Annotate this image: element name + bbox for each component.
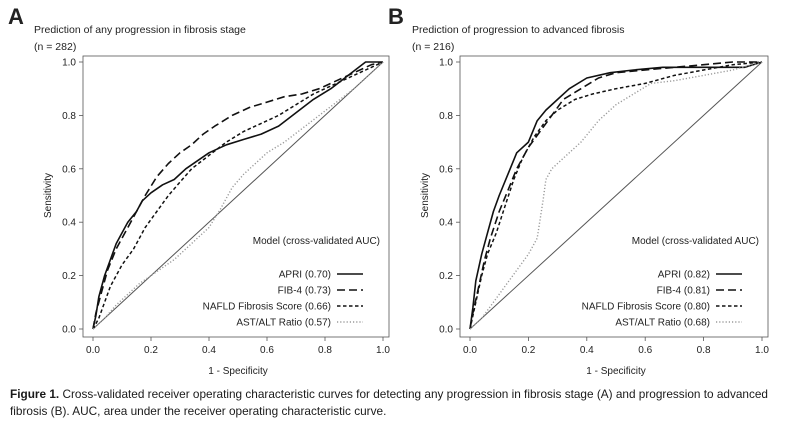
x-tick-label: 0.6 <box>638 345 652 356</box>
roc-curve-3 <box>469 61 763 330</box>
panel-a: A Prediction of any progression in fibros… <box>8 4 390 377</box>
legend-label: NAFLD Fibrosis Score (0.66) <box>203 302 331 313</box>
panel-letter: B <box>388 4 404 29</box>
panel-b: B Prediction of progression to advanced f… <box>388 4 769 377</box>
y-axis-label: Sensitivity <box>43 173 54 218</box>
legend-title: Model (cross-validated AUC) <box>632 236 759 247</box>
x-tick-label: 0.0 <box>463 345 477 356</box>
y-tick-label: 0.4 <box>439 218 453 229</box>
panel-n-count: (n = 216) <box>412 41 454 53</box>
legend-label: AST/ALT Ratio (0.68) <box>615 318 710 329</box>
panel-n-count: (n = 282) <box>34 41 76 53</box>
legend-label: FIB-4 (0.81) <box>657 286 710 297</box>
x-tick-label: 1.0 <box>376 345 390 356</box>
x-tick-label: 0.4 <box>202 345 216 356</box>
y-tick-label: 1.0 <box>62 58 76 69</box>
x-tick-label: 0.8 <box>697 345 711 356</box>
roc-curve-2 <box>92 61 384 330</box>
panel-title: Prediction of any progression in fibrosi… <box>34 24 246 36</box>
reference-diagonal <box>92 61 384 330</box>
y-tick-label: 0.2 <box>62 271 76 282</box>
plot-frame <box>82 55 390 338</box>
legend-label: APRI (0.70) <box>279 270 331 281</box>
panel-letter: A <box>8 4 24 29</box>
x-tick-label: 0.0 <box>86 345 100 356</box>
y-tick-label: 0.8 <box>62 111 76 122</box>
y-tick-label: 0.6 <box>439 164 453 175</box>
roc-curve-4 <box>469 61 763 330</box>
caption-label: Figure 1. <box>10 387 60 401</box>
x-axis-label: 1 - Specificity <box>586 366 645 377</box>
reference-diagonal <box>469 61 763 330</box>
plot-frame <box>459 55 769 338</box>
x-tick-label: 0.2 <box>144 345 158 356</box>
x-tick-label: 0.8 <box>318 345 332 356</box>
y-tick-label: 0.0 <box>62 325 76 336</box>
roc-curve-4 <box>92 61 384 330</box>
y-tick-label: 0.0 <box>439 325 453 336</box>
y-tick-label: 0.2 <box>439 271 453 282</box>
roc-curve-1 <box>92 61 383 330</box>
x-tick-label: 0.2 <box>521 345 535 356</box>
roc-curve-1 <box>469 61 763 330</box>
caption-text: Cross-validated receiver operating chara… <box>10 387 768 418</box>
figure-caption: Figure 1. Cross-validated receiver opera… <box>10 386 792 420</box>
legend-label: NAFLD Fibrosis Score (0.80) <box>582 302 710 313</box>
legend-label: APRI (0.82) <box>658 270 710 281</box>
legend-label: FIB-4 (0.73) <box>278 286 331 297</box>
panel-title: Prediction of progression to advanced fi… <box>412 24 624 36</box>
y-axis-label: Sensitivity <box>420 173 431 218</box>
x-tick-label: 0.4 <box>580 345 594 356</box>
x-tick-label: 1.0 <box>755 345 769 356</box>
y-tick-label: 1.0 <box>439 58 453 69</box>
x-axis-label: 1 - Specificity <box>208 366 267 377</box>
legend-label: AST/ALT Ratio (0.57) <box>236 318 331 329</box>
y-tick-label: 0.8 <box>439 111 453 122</box>
x-tick-label: 0.6 <box>260 345 274 356</box>
y-tick-label: 0.6 <box>62 164 76 175</box>
legend-title: Model (cross-validated AUC) <box>253 236 380 247</box>
y-tick-label: 0.4 <box>62 218 76 229</box>
roc-curve-3 <box>92 61 384 330</box>
roc-curve-2 <box>469 61 762 330</box>
